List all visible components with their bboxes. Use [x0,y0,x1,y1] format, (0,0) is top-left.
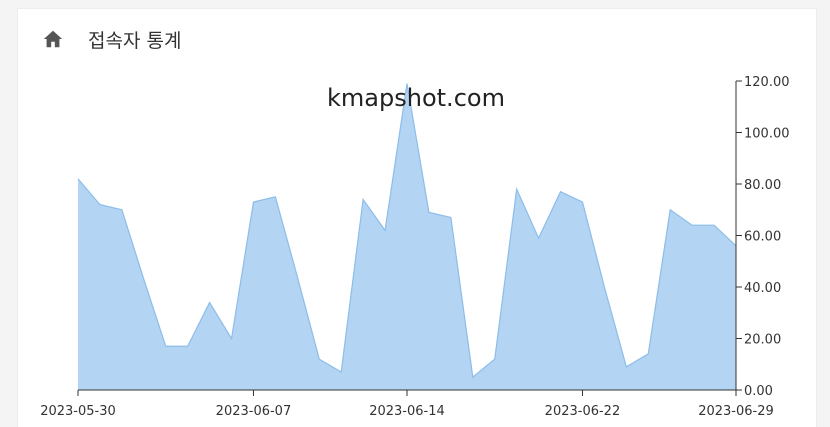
watermark-text: kmapshot.com [327,84,505,112]
y-tick-label: 0.00 [744,384,773,399]
x-tick-label: 2023-06-14 [369,404,445,419]
y-tick-label: 20.00 [744,333,781,348]
card-header: 접속자 통계 [42,25,181,53]
page-title: 접속자 통계 [88,29,182,52]
y-tick-label: 80.00 [744,178,781,193]
y-tick-label: 40.00 [744,281,781,296]
home-icon[interactable] [42,28,64,50]
series-line [77,83,737,379]
x-tick-label: 2023-06-29 [698,404,774,419]
x-tick-label: 2023-06-22 [545,404,621,419]
x-tick-label: 2023-05-30 [40,404,116,419]
y-tick-label: 60.00 [744,230,781,245]
y-tick-label: 100.00 [744,127,790,142]
series-area [78,83,736,390]
y-tick-label: 120.00 [744,75,790,90]
x-tick-label: 2023-06-07 [216,404,292,419]
